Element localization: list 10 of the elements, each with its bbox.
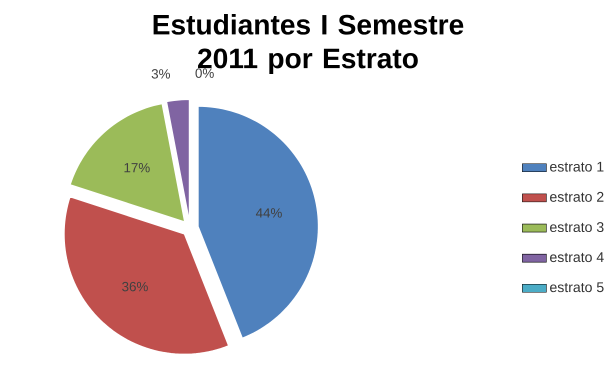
legend-label: estrato 4 bbox=[550, 252, 604, 262]
data-label: 36% bbox=[122, 282, 148, 292]
data-label: 3% bbox=[152, 69, 170, 79]
legend-label: estrato 5 bbox=[550, 282, 604, 292]
text: 0% bbox=[196, 68, 214, 78]
legend-label: estrato 1 bbox=[550, 162, 604, 172]
legend-label: estrato 2 bbox=[550, 192, 604, 202]
data-label: 17% bbox=[124, 163, 150, 172]
legend-label: estrato 3 bbox=[550, 222, 604, 232]
data-label: 44% bbox=[256, 208, 282, 218]
